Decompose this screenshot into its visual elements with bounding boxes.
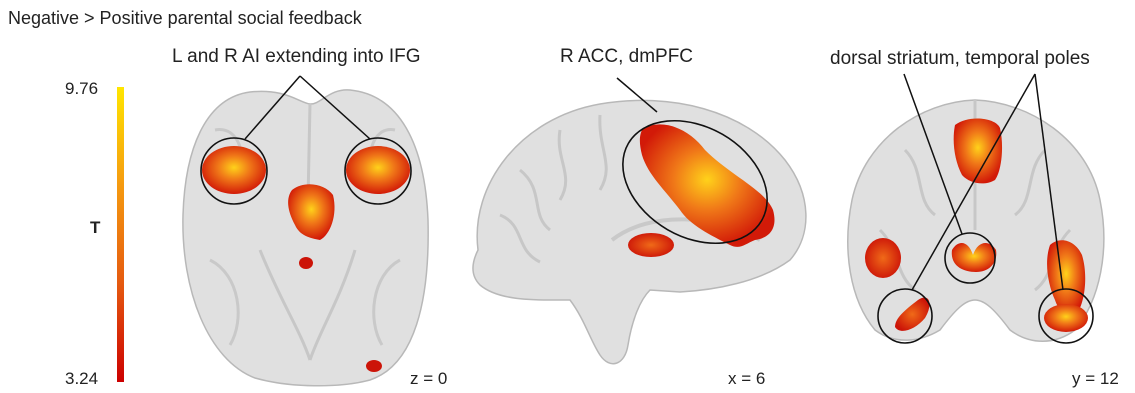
coronal-slice xyxy=(847,73,1105,344)
annotation-axial: L and R AI extending into IFG xyxy=(172,46,421,67)
right-ai-circle xyxy=(344,137,412,205)
left-ai-activation xyxy=(202,146,266,194)
sagittal-subcortical-activation xyxy=(628,233,674,257)
colorbar-max-label: 9.76 xyxy=(65,79,99,98)
annotation-line-left-ai xyxy=(244,75,301,140)
right-temporal-pole-circle xyxy=(1038,288,1094,344)
annotation-line-right-ai xyxy=(299,75,371,140)
right-temporal-activation xyxy=(1047,240,1086,315)
slice-label-coronal: y = 12 xyxy=(1072,369,1119,388)
left-temporal-pole-circle xyxy=(877,288,933,344)
left-temporal-pole-activation xyxy=(895,297,930,331)
left-ai-circle xyxy=(200,137,268,205)
colorbar xyxy=(117,87,124,382)
slice-label-sagittal: x = 6 xyxy=(728,369,766,388)
annotation-line-striatum xyxy=(903,73,963,235)
colorbar-min-label: 3.24 xyxy=(65,369,99,388)
dorsal-prefrontal-activation xyxy=(953,118,1003,184)
slice-label-axial: z = 0 xyxy=(410,369,448,388)
acc-dmpfc-ellipse xyxy=(622,119,768,245)
annotation-line-acc xyxy=(616,77,658,113)
annotation-sagittal: R ACC, dmPFC xyxy=(560,46,694,67)
annotation-line-right-pole xyxy=(1034,73,1064,291)
axial-brain-outline xyxy=(182,89,429,387)
dorsal-striatum-circle xyxy=(944,232,996,284)
annotation-coronal: dorsal striatum, temporal poles xyxy=(830,48,1090,69)
midbrain-activation xyxy=(299,257,313,269)
annotation-line-left-pole xyxy=(911,73,1036,291)
acc-dmpfc-activation xyxy=(639,124,775,247)
sagittal-slice xyxy=(472,77,807,365)
occipital-activation xyxy=(366,360,382,372)
axial-sulci xyxy=(258,103,357,361)
right-ai-activation xyxy=(346,146,410,194)
dorsal-striatum-activation xyxy=(951,243,997,272)
right-temporal-pole-activation xyxy=(1044,304,1088,332)
figure-title: Negative > Positive parental social feed… xyxy=(8,8,362,28)
axial-slice xyxy=(182,75,429,387)
sagittal-gyri xyxy=(499,114,608,264)
colorbar-stat-label: T xyxy=(90,218,101,237)
thalamus-activation xyxy=(288,184,335,240)
left-temporal-activation xyxy=(865,238,901,278)
